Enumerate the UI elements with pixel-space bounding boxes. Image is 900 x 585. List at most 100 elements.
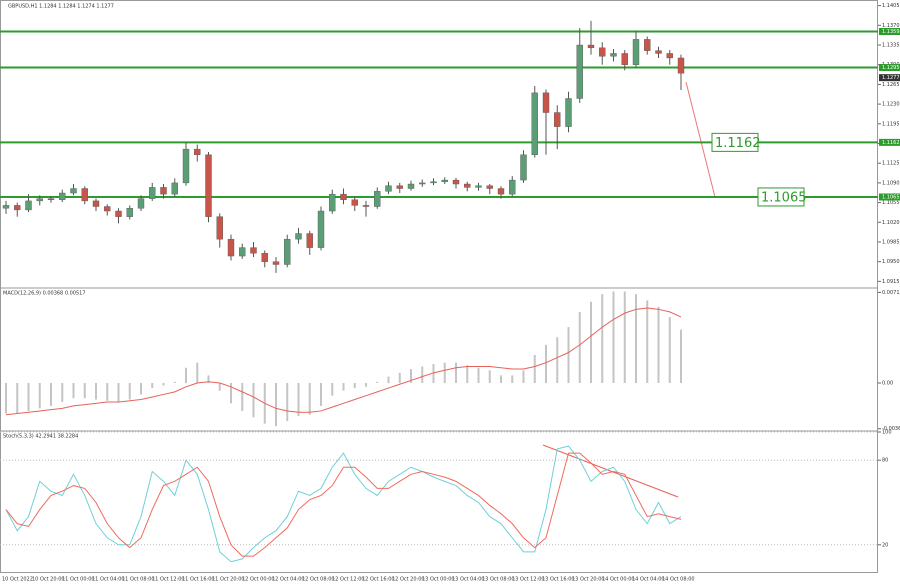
candle-body (81, 188, 88, 202)
candle-body (205, 154, 212, 217)
candle-body (272, 261, 280, 265)
x-tick-label: 13 Oct 08:00 (482, 577, 515, 583)
x-tick-label: 14 Oct 04:00 (632, 577, 665, 583)
level-label: 1.1162 (882, 140, 900, 146)
y-tick-label: 1.0950 (882, 259, 900, 265)
candle-body (250, 247, 257, 254)
candle-body (497, 188, 505, 195)
x-tick-label: 13 Oct 04:00 (452, 577, 485, 583)
annotation-box (757, 187, 805, 207)
x-tick-label: 12 Oct 12:00 (332, 577, 365, 583)
candle-body (216, 216, 223, 240)
candle-body (137, 198, 145, 209)
y-tick-label: 0.00 (882, 381, 893, 387)
y-tick-label: 1.1125 (882, 161, 900, 167)
candle-body (385, 185, 392, 192)
x-tick-label: 12 Oct 04:00 (272, 577, 305, 583)
candle-body (407, 183, 415, 189)
y-tick-label: 1.1405 (882, 3, 900, 9)
candle-body (239, 247, 246, 257)
annotation-box (711, 132, 759, 152)
signal-line (5, 307, 682, 416)
level-label: 1.1065 (882, 194, 900, 200)
candle-body (430, 181, 437, 184)
candle-body (520, 154, 527, 181)
y-tick-label: 100 (882, 430, 892, 436)
candle-body (92, 200, 100, 207)
x-tick-label: 12 Oct 08:00 (302, 577, 335, 583)
projection-line (685, 81, 716, 198)
candle-body (632, 39, 640, 65)
candle-body (554, 112, 561, 127)
y-tick-label: 1.1265 (882, 82, 900, 88)
annotation: 1.1162 (715, 136, 761, 151)
x-tick-label: 12 Oct 20:00 (392, 577, 425, 583)
macd-title: MACD(12,26,9) 0.00368 0.00517 (3, 291, 86, 297)
candle-body (160, 187, 167, 195)
last-price-label: 1.1277 (882, 75, 900, 81)
x-tick-label: 14 Oct 08:00 (662, 577, 695, 583)
level-label-box (879, 64, 900, 72)
candle-body (295, 233, 302, 240)
x-tick-label: 12 Oct 16:00 (362, 577, 395, 583)
candle-body (126, 208, 133, 217)
candle-body (374, 191, 381, 207)
annotation: 1.1065 (761, 190, 807, 205)
stoch-k-line (5, 445, 682, 563)
candle-body (610, 53, 617, 57)
trend-line (542, 444, 679, 498)
candle-body (284, 238, 291, 265)
x-tick-label: 11 Oct 04:00 (92, 577, 125, 583)
last-price-box (879, 74, 900, 82)
level-label-box (879, 138, 900, 146)
candle-body (587, 44, 595, 49)
y-tick-label: 1.0985 (882, 239, 900, 245)
candle-body (542, 92, 550, 113)
candle-body (227, 238, 235, 257)
level-label-box (879, 193, 900, 201)
candle-body (261, 253, 268, 262)
candle-body (2, 205, 10, 209)
candle-body (317, 210, 325, 248)
candle-body (171, 182, 178, 195)
candle-body (565, 98, 572, 127)
candle-body (104, 206, 111, 212)
candle-body (475, 185, 482, 188)
candle-body (340, 193, 347, 200)
candle-body (14, 205, 21, 211)
level-label: 1.1359 (882, 29, 900, 35)
candle-body (486, 185, 493, 189)
level-label-box (879, 28, 900, 36)
candle-body (149, 187, 156, 199)
candle-body (464, 183, 471, 188)
x-tick-label: 10 Oct 20:00 (32, 577, 65, 583)
x-tick-label: 11 Oct 00:00 (62, 577, 95, 583)
y-tick-label: 1.0915 (882, 279, 900, 285)
candle-body (441, 179, 448, 182)
candle-body (362, 205, 370, 207)
x-tick-label: 14 Oct 00:00 (602, 577, 635, 583)
candle-body (351, 199, 358, 206)
x-tick-label: 11 Oct 12:00 (152, 577, 185, 583)
stoch-title: Stoch(5,3,3) 42.2941 38.2284 (3, 434, 78, 440)
candle-body (452, 179, 460, 185)
x-tick-label: 12 Oct 00:00 (242, 577, 275, 583)
candle-body (677, 57, 685, 74)
y-tick-label: 20 (882, 542, 888, 548)
y-tick-label: 1.1370 (882, 23, 900, 29)
candle-body (531, 92, 538, 155)
candle-body (182, 148, 190, 184)
x-tick-label: 13 Oct 16:00 (542, 577, 575, 583)
candle-body (306, 233, 313, 248)
x-tick-label: 11 Oct 20:00 (212, 577, 245, 583)
candle-body (59, 192, 66, 200)
y-tick-label: 80 (882, 458, 888, 464)
y-tick-label: 1.1090 (882, 180, 900, 186)
main-title: GBPUSD,H1 1.1284 1.1284 1.1274 1.1277 (8, 4, 114, 10)
candle-body (599, 47, 606, 57)
x-tick-label: 13 Oct 00:00 (422, 577, 455, 583)
y-tick-label: 1.1055 (882, 200, 900, 206)
candle-body (36, 198, 43, 202)
